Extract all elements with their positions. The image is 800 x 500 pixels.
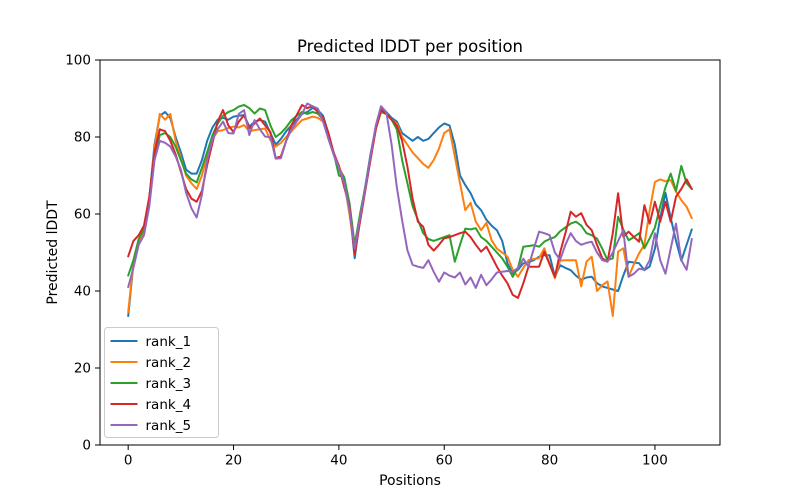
y-tick-label: 40 — [74, 284, 91, 300]
legend-label-rank_1: rank_1 — [146, 334, 192, 350]
x-tick-label: 60 — [436, 453, 453, 469]
y-tick-label: 60 — [74, 207, 91, 223]
x-tick-label: 80 — [541, 453, 558, 469]
legend: rank_1 rank_2 rank_3 rank_4 rank_5 — [104, 327, 219, 438]
series-line-rank_4 — [127, 104, 693, 299]
x-axis-ticks: 0 20 40 60 80 100 — [124, 445, 668, 469]
x-tick-label: 100 — [642, 453, 668, 469]
y-tick-label: 0 — [82, 438, 91, 454]
y-tick-label: 100 — [65, 53, 91, 69]
y-axis-label: Predicted lDDT — [45, 200, 61, 305]
chart-title: Predicted lDDT per position — [297, 37, 523, 56]
y-tick-label: 20 — [74, 361, 91, 377]
legend-entry-rank_4: rank_4 — [110, 397, 192, 413]
legend-label-rank_3: rank_3 — [146, 376, 192, 392]
series-line-rank_3 — [127, 104, 693, 278]
x-tick-label: 0 — [124, 453, 133, 469]
axes-spines — [99, 59, 721, 446]
x-tick-label: 40 — [330, 453, 347, 469]
series-lines — [127, 102, 693, 317]
legend-label-rank_5: rank_5 — [146, 418, 192, 434]
y-tick-label: 80 — [74, 130, 91, 146]
x-axis-label: Positions — [379, 473, 441, 489]
legend-box — [104, 327, 219, 438]
y-axis-ticks: 0 20 40 60 80 100 — [65, 53, 100, 454]
legend-entry-rank_3: rank_3 — [110, 376, 192, 392]
legend-label-rank_2: rank_2 — [146, 355, 192, 371]
series-line-rank_5 — [127, 102, 693, 289]
plot-frame — [99, 59, 721, 446]
series-line-rank_2 — [127, 111, 693, 317]
legend-entry-rank_2: rank_2 — [110, 355, 192, 371]
legend-label-rank_4: rank_4 — [146, 397, 192, 413]
legend-entry-rank_5: rank_5 — [110, 418, 192, 434]
x-tick-label: 20 — [225, 453, 242, 469]
legend-entry-rank_1: rank_1 — [110, 334, 192, 350]
